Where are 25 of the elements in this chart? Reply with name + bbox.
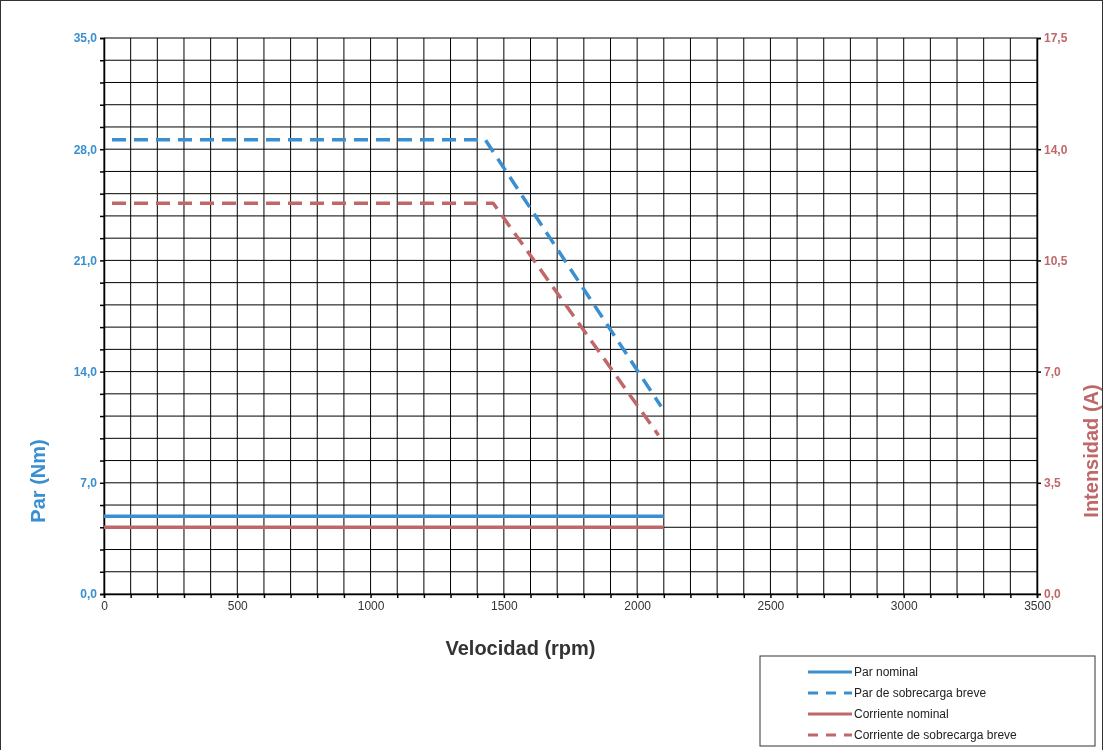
y2-axis-title: Intensidad (A) [1080,384,1102,518]
y2-tick-label: 14,0 [1044,142,1068,157]
x-axis-title: Velocidad (rpm) [445,637,596,659]
y-tick-label: 21,0 [73,253,98,268]
y-tick-label: 7,0 [80,476,98,491]
x-tick-label: 2000 [624,598,652,613]
y-tick-label: 14,0 [73,364,98,379]
y-tick-label: 0,0 [80,587,98,602]
legend-label: Par de sobrecarga breve [854,686,987,700]
y2-tick-label: 7,0 [1044,364,1062,379]
x-tick-label: 3000 [890,598,918,613]
y2-tick-label: 17,5 [1044,31,1068,46]
legend-label: Par nominal [854,665,919,679]
x-tick-label: 1500 [491,598,519,613]
y-tick-label: 35,0 [73,31,98,46]
y2-tick-label: 3,5 [1044,476,1062,491]
y-tick-label: 28,0 [73,142,98,157]
x-tick-label: 500 [227,598,249,613]
x-tick-label: 2500 [757,598,785,613]
legend-label: Corriente de sobrecarga breve [854,728,1018,742]
x-tick-label: 1000 [357,598,385,613]
y-axis-title: Par (Nm) [27,439,49,523]
y2-tick-label: 10,5 [1044,253,1068,268]
x-tick-label: 0 [101,598,109,613]
legend-label: Corriente nominal [854,707,949,721]
